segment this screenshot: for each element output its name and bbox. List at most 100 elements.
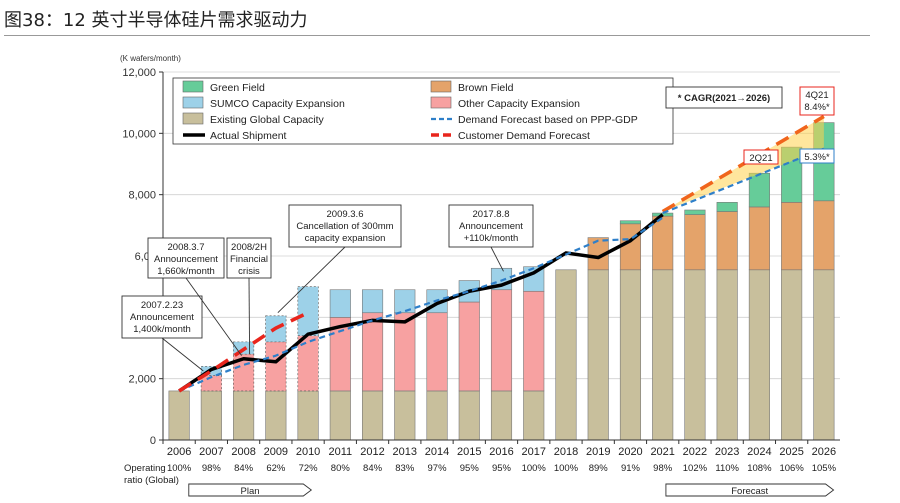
x-tick-label: 2021 [650, 446, 674, 458]
callout-text: 2008.3.7 [168, 242, 205, 253]
bar-existing [168, 390, 190, 441]
cagr-box-text: * CAGR(2021→2026) [678, 93, 770, 104]
bar-green [684, 209, 706, 215]
callout-text: 2008/2H [231, 242, 267, 253]
legend-label: SUMCO Capacity Expansion [210, 98, 345, 110]
bar-other [458, 301, 480, 392]
operating-ratio-value: 72% [299, 463, 319, 474]
callouts-group: 2007.2.23Announcement1,400k/month2008.3.… [121, 204, 534, 372]
bar-other [490, 289, 513, 392]
operating-ratio-value: 95% [460, 463, 480, 474]
bar-sumco [297, 286, 319, 337]
operating-ratio-value: 83% [395, 463, 415, 474]
bar-other [426, 312, 448, 392]
bar-existing [394, 390, 416, 441]
x-tick-label: 2016 [489, 446, 513, 458]
bar-green [716, 202, 738, 212]
line-customer [178, 311, 309, 393]
legend-swatch [182, 112, 204, 125]
legend-swatch [182, 80, 204, 93]
y-tick-label: 10,000 [122, 128, 156, 140]
bar-sumco [361, 289, 384, 314]
x-tick-label: 2009 [264, 446, 288, 458]
y-axis-unit-label: (K wafers/month) [120, 54, 181, 63]
y-tick-label: 12,000 [122, 67, 156, 79]
forecast-arrow [665, 483, 835, 497]
operating-label: Operating [124, 463, 166, 474]
bar-existing [458, 390, 480, 441]
operating-ratio-value: 84% [234, 463, 254, 474]
operating-label-sub: ratio (Global) [124, 475, 179, 486]
plan-arrow [188, 483, 313, 497]
operating-ratio-value: 98% [653, 463, 673, 474]
legend-label: Existing Global Capacity [210, 114, 325, 126]
cagr-low-box [799, 148, 835, 164]
callout-leader [161, 337, 204, 372]
callout-text: Financial [230, 254, 268, 265]
bar-existing [619, 269, 642, 441]
y-tick-label: 0 [150, 435, 156, 447]
y-tick-label: 8,000 [128, 190, 156, 202]
bars-group [168, 122, 835, 441]
figure-title: 图38：12 英寸半导体硅片需求驱动力 [4, 10, 308, 31]
callout-text: Announcement [154, 254, 218, 265]
bar-existing [426, 390, 448, 441]
legend-label: Demand Forecast based on PPP-GDP [458, 114, 638, 126]
line-customer_future [661, 114, 825, 214]
x-tick-label: 2020 [618, 446, 642, 458]
bar-sumco [523, 266, 545, 292]
callout-box [226, 237, 272, 279]
x-tick-label: 2011 [328, 446, 352, 458]
operating-ratio-value: 62% [266, 463, 286, 474]
bar-existing [716, 269, 738, 441]
callout-text: Announcement [130, 312, 194, 323]
callout-text: 2017.8.8 [473, 209, 510, 220]
operating-ratio-value: 98% [202, 463, 222, 474]
bar-brown [781, 202, 803, 271]
x-tick-label: 2023 [715, 446, 739, 458]
callout-box [448, 204, 534, 248]
bar-green [619, 220, 642, 225]
x-tick-label: 2008 [231, 446, 255, 458]
x-tick-label: 2025 [779, 446, 803, 458]
operating-ratio-value: 100% [554, 463, 579, 474]
bar-sumco [394, 289, 416, 314]
x-tick-label: 2013 [393, 446, 417, 458]
line-forecast_low [662, 147, 825, 215]
bar-other [297, 335, 319, 392]
cagr-4q21-box [799, 86, 835, 116]
bar-brown [619, 223, 642, 271]
x-tick-label: 2022 [683, 446, 707, 458]
bar-existing [781, 269, 803, 441]
x-tick-label: 2012 [360, 446, 384, 458]
callout-leader [185, 277, 242, 356]
callout-text: +110k/month [464, 233, 519, 244]
legend-label: Green Field [210, 82, 265, 94]
bar-existing [748, 269, 770, 441]
x-tick-label: 2006 [167, 446, 191, 458]
legend-swatch [430, 96, 452, 109]
cagr-box [665, 86, 783, 109]
bar-existing [297, 390, 319, 441]
callout-text: 1,400k/month [133, 324, 191, 335]
operating-ratio-value: 95% [492, 463, 512, 474]
bar-green [748, 172, 770, 208]
callout-box [288, 204, 402, 248]
bar-existing [490, 390, 513, 441]
operating-ratio-value: 89% [589, 463, 609, 474]
bar-existing [652, 269, 674, 441]
callout-leader [248, 277, 251, 355]
bar-existing [587, 269, 609, 441]
callout-box [121, 295, 203, 339]
bar-brown [684, 214, 706, 271]
bar-existing [200, 390, 222, 441]
legend-label: Brown Field [458, 82, 514, 94]
callout-text: crisis [238, 266, 260, 277]
cagr-4q21-label: 4Q21 [805, 90, 828, 101]
operating-ratio-value: 105% [812, 463, 837, 474]
bar-other [523, 290, 545, 392]
callout-text: 2009.3.6 [327, 209, 364, 220]
bar-brown [813, 200, 835, 271]
bar-brown [652, 215, 674, 271]
